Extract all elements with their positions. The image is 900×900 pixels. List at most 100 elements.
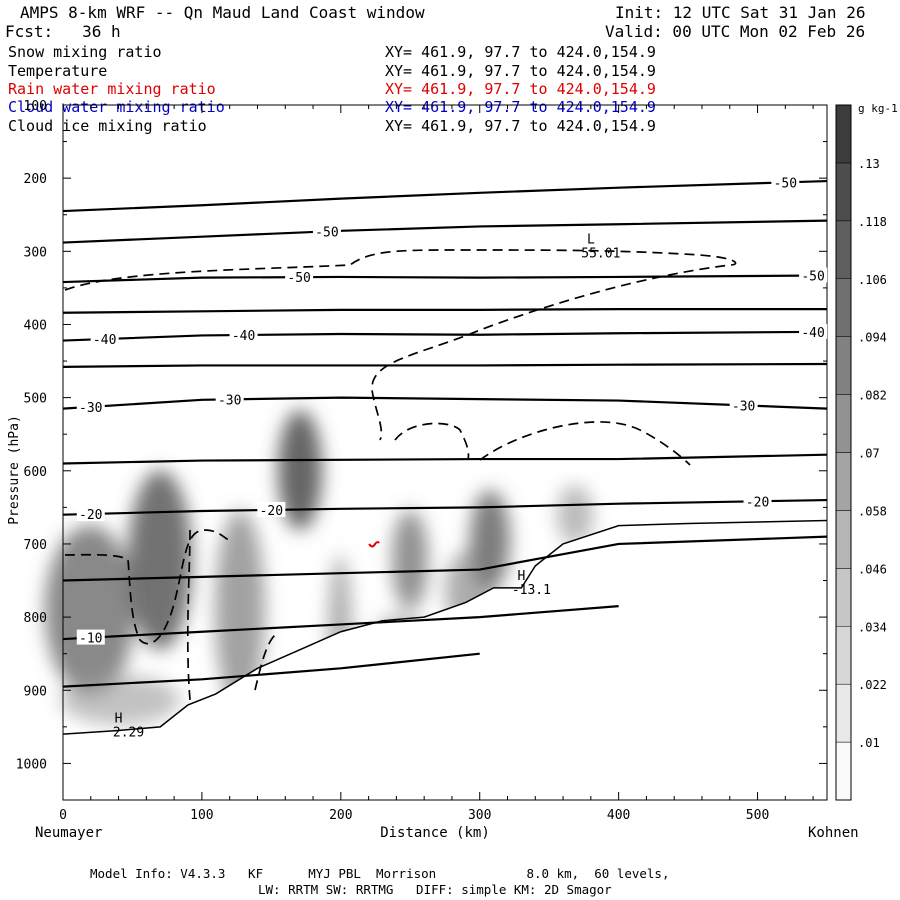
colorbar-swatch — [835, 568, 852, 627]
y-tick-label: 500 — [24, 392, 47, 407]
contour-label-bg — [257, 501, 286, 517]
colorbar-level-label: .022 — [858, 678, 887, 692]
x-tick-label: 100 — [190, 808, 213, 823]
temperature-contours — [62, 179, 828, 688]
contour-label-bg — [76, 398, 105, 414]
cloud-ice-dashed-contour — [64, 249, 737, 701]
temperature-contour-line — [62, 453, 828, 465]
colorbar-swatch — [835, 336, 852, 395]
contour-label: -40 — [232, 329, 255, 344]
colorbar-level-label: .07 — [858, 447, 880, 461]
contour-label-bg — [771, 174, 800, 190]
model-info-line2: LW: RRTM SW: RRTMG DIFF: simple KM: 2D S… — [258, 882, 612, 897]
colorbar-level-label: .082 — [858, 389, 887, 403]
contour-label: -10 — [79, 632, 102, 647]
forecast-hour: Fcst: 36 h — [5, 22, 121, 41]
contour-label: -40 — [801, 326, 824, 341]
terrain-fill — [63, 520, 827, 800]
contour-label: -50 — [315, 225, 338, 240]
contour-label: -50 — [774, 176, 797, 191]
model-info-line1: Model Info: V4.3.3 KF MYJ PBL Morrison 8… — [90, 866, 670, 881]
colorbar-unit: g kg-1 — [858, 102, 898, 115]
contour-label-bg — [312, 223, 341, 239]
temperature-contour-line — [62, 308, 827, 314]
contour-label: -40 — [93, 333, 116, 348]
colorbar-swatch — [835, 162, 852, 222]
init-time: Init: 12 UTC Sat 31 Jan 26 — [615, 3, 866, 22]
field-name-snow: Snow mixing ratio — [8, 43, 162, 61]
temperature-contour-line — [62, 652, 480, 688]
terrain-outline — [62, 519, 828, 735]
x-tick-label: 200 — [329, 808, 352, 823]
contour-label-bg — [729, 397, 758, 413]
field-xy-snow: XY= 461.9, 97.7 to 424.0,154.9 — [385, 43, 656, 61]
extremum-value: 2.29 — [113, 726, 144, 741]
temperature-contour-line — [62, 362, 828, 369]
contour-label-bg — [799, 323, 828, 339]
contour-label-bg — [76, 505, 105, 521]
x-tick-label: 300 — [468, 808, 491, 823]
temperature-contour-line — [62, 274, 828, 284]
field-xy-temperature: XY= 461.9, 97.7 to 424.0,154.9 — [385, 62, 656, 80]
x-tick-label: 0 — [59, 808, 67, 823]
contour-label-bg — [76, 629, 105, 645]
field-name-cloud-water: Cloud water mixing ratio — [8, 98, 225, 116]
contour-label: -50 — [287, 271, 310, 286]
colorbar-level-label: .118 — [858, 215, 887, 229]
contour-label: -30 — [218, 393, 241, 408]
axis-labels: Pressure (hPa) Distance (km) Neumayer Ko… — [7, 415, 859, 841]
contour-label-bg — [743, 493, 772, 509]
y-tick-label: 700 — [24, 538, 47, 553]
snow-mixing-ratio-shading — [45, 410, 593, 725]
y-tick-label: 1000 — [16, 757, 47, 772]
x-axis-label: Distance (km) — [380, 825, 490, 841]
contour-label: -20 — [260, 504, 283, 519]
colorbar-level-label: .13 — [858, 157, 880, 171]
extremum-type: H — [517, 569, 525, 584]
y-tick-label: 400 — [24, 318, 47, 333]
contour-label: -20 — [79, 508, 102, 523]
colorbar-swatch — [835, 626, 852, 685]
extremum-value: 55.01 — [581, 246, 620, 261]
colorbar-swatch — [835, 741, 852, 801]
field-name-cloud-ice: Cloud ice mixing ratio — [8, 117, 207, 135]
colorbar-level-label: .094 — [858, 331, 887, 345]
colorbar-swatch — [835, 104, 852, 164]
temperature-contour-line — [62, 179, 828, 213]
colorbar-swatch — [835, 510, 852, 569]
x-tick-label: 500 — [746, 808, 769, 823]
y-axis-ticks: 100 200 300 400 500 600 700 800 900 1000 — [16, 99, 827, 801]
extremum-type: H — [115, 712, 123, 727]
colorbar-swatch — [835, 220, 852, 279]
colorbar-swatch — [835, 278, 852, 337]
temperature-contour-line — [62, 535, 828, 582]
plot-border — [62, 104, 828, 801]
field-xy-cloud-ice: XY= 461.9, 97.7 to 424.0,154.9 — [385, 117, 656, 135]
figure-title: AMPS 8-km WRF -- Qn Maud Land Coast wind… — [20, 3, 425, 22]
colorbar-level-label: .046 — [858, 562, 887, 576]
y-tick-label: 600 — [24, 465, 47, 480]
y-tick-label: 300 — [24, 245, 47, 260]
plot-frame — [62, 104, 828, 801]
temperature-contour-line — [62, 605, 619, 641]
y-tick-label: 900 — [24, 684, 47, 699]
field-xy-cloud-water: XY= 461.9, 97.7 to 424.0,154.9 — [385, 98, 656, 116]
y-tick-label: 800 — [24, 611, 47, 626]
colorbar-swatch — [835, 394, 852, 453]
contour-label: -30 — [79, 401, 102, 416]
y-tick-label: 200 — [24, 172, 47, 187]
y-axis-label: Pressure (hPa) — [7, 415, 22, 525]
min-max-labels: L55.01H-13.1H2.29 — [113, 232, 621, 740]
rain-water-contour — [368, 541, 380, 548]
contour-label-bg — [229, 327, 258, 343]
field-name-temperature: Temperature — [8, 62, 108, 80]
field-xy-rain: XY= 461.9, 97.7 to 424.0,154.9 — [385, 80, 656, 98]
contour-label-bg — [90, 331, 119, 347]
contour-label-bg — [285, 269, 314, 285]
contour-labels: -50 -50 -50 -50 -40 -40 -40 -30 -30 -30 -20 -20 -20 -… — [76, 174, 828, 647]
contour-label: -30 — [732, 399, 755, 414]
extremum-value: -13.1 — [512, 583, 551, 598]
temperature-contour-line — [62, 498, 828, 516]
x-tick-label: 400 — [607, 808, 630, 823]
